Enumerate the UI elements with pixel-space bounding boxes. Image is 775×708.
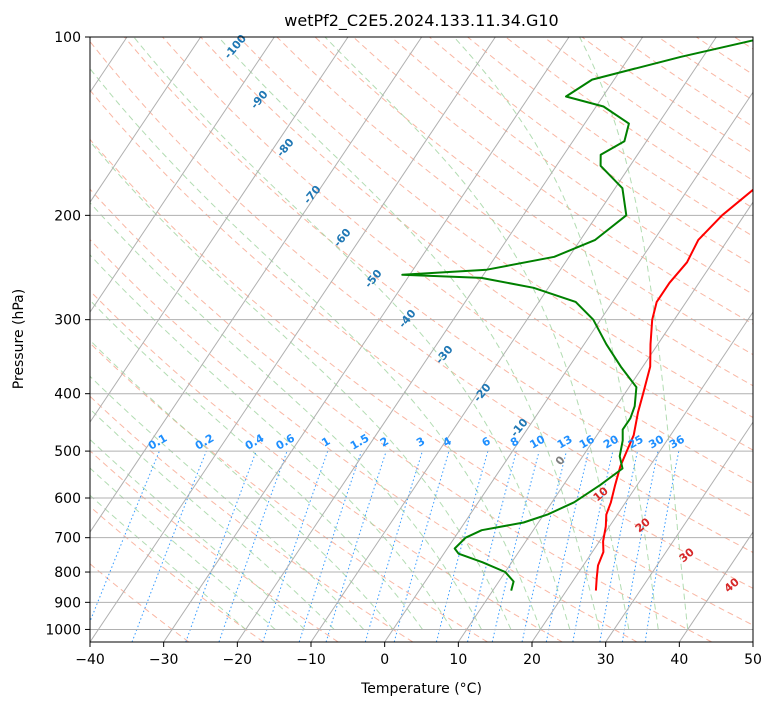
mixing-ratio-line xyxy=(364,450,423,642)
moist-adiabat-line xyxy=(133,37,571,630)
moist-adiabat-line xyxy=(90,339,394,630)
x-tick-label: 50 xyxy=(744,652,762,668)
y-tick-label: 200 xyxy=(54,208,81,224)
profiles xyxy=(401,39,753,591)
moist-adiabat-line xyxy=(90,494,247,630)
chart-title: wetPf2_C2E5.2024.133.11.34.G10 xyxy=(284,11,558,31)
isotherm-line xyxy=(678,531,753,642)
x-tick-label: −30 xyxy=(149,652,179,668)
x-tick-label: −40 xyxy=(75,652,105,668)
moist-adiabat-line xyxy=(90,375,364,630)
mixing-ratio-line xyxy=(325,450,387,642)
isotherm-line xyxy=(90,37,423,533)
y-tick-label: 800 xyxy=(54,565,81,581)
isotherm-line xyxy=(90,37,496,642)
x-axis-label: Temperature (°C) xyxy=(360,681,482,697)
y-tick-label: 700 xyxy=(54,531,81,547)
isotherm-line xyxy=(384,91,753,642)
mixing-ratio-line xyxy=(218,450,288,642)
moist-adiabat-line xyxy=(90,254,453,630)
moist-adiabat-line xyxy=(324,37,630,630)
dry-adiabat-line xyxy=(90,89,753,589)
x-tick-label: 30 xyxy=(597,652,615,668)
dry-adiabat-line xyxy=(90,290,563,642)
y-tick-label: 300 xyxy=(54,313,81,329)
isotherm-line xyxy=(236,37,644,642)
y-axis-label: Pressure (hPa) xyxy=(11,289,27,389)
isotherm-line xyxy=(90,37,275,314)
dry-adiabat-line xyxy=(90,238,638,642)
y-tick-label: 600 xyxy=(54,491,81,507)
mixing-ratio-line xyxy=(131,450,207,642)
dry-adiabat-line xyxy=(90,138,753,626)
dry-adiabat-line xyxy=(90,505,264,642)
x-tick-label: −20 xyxy=(223,652,253,668)
mixing-ratio-line xyxy=(262,450,329,642)
isotherm-line xyxy=(457,201,753,642)
dry-adiabat-line xyxy=(90,188,712,642)
x-axis-ticks: −40 −30 −20 −10 0 10 20 30 40 50 xyxy=(75,642,762,668)
y-tick-label: 100 xyxy=(54,30,81,46)
dry-adiabat-line xyxy=(200,37,753,451)
moist-adiabat-line xyxy=(90,467,276,630)
dry-adiabat-line xyxy=(390,37,753,295)
x-tick-label: 0 xyxy=(380,652,389,668)
x-tick-label: −10 xyxy=(296,652,326,668)
isotherm-line xyxy=(605,421,753,642)
moist-adiabat-line xyxy=(90,408,335,630)
isotherm-line xyxy=(310,37,717,642)
y-tick-label: 1000 xyxy=(45,622,81,638)
x-tick-label: 10 xyxy=(449,652,467,668)
x-tick-label: 20 xyxy=(523,652,541,668)
mixing-ratio-line xyxy=(90,450,160,623)
plot-frame xyxy=(89,36,754,643)
y-tick-label: 900 xyxy=(54,595,81,611)
moist-adiabat-line xyxy=(579,37,689,630)
mixing-ratio-line xyxy=(545,450,590,642)
dry-adiabat-line xyxy=(276,37,753,387)
isotherm-line xyxy=(531,311,753,642)
y-tick-label: 500 xyxy=(54,444,81,460)
moist-adiabat-line xyxy=(90,438,306,630)
dry-adiabat-line xyxy=(90,342,488,642)
moist-adiabat-line xyxy=(90,201,482,630)
temperature-line xyxy=(594,188,753,591)
y-tick-label: 400 xyxy=(54,387,81,403)
moist-adiabat-line xyxy=(90,67,541,630)
mixing-ratio-line xyxy=(521,450,567,642)
mixing-ratio-line xyxy=(435,450,489,642)
moist-adiabat-line xyxy=(90,299,423,630)
mixing-ratio-line xyxy=(298,450,362,642)
isotherm-line xyxy=(163,37,570,642)
mixing-ratio-line xyxy=(185,450,257,642)
dry-adiabat-line xyxy=(238,37,753,419)
moist-adiabat-line xyxy=(453,37,659,630)
dewpoint-line xyxy=(401,39,753,591)
isotherm-line xyxy=(90,37,349,423)
x-tick-label: 40 xyxy=(670,652,688,668)
isotherm-line xyxy=(90,37,202,204)
y-axis-ticks: 100 200 300 400 500 600 700 800 900 1000 xyxy=(45,30,90,638)
